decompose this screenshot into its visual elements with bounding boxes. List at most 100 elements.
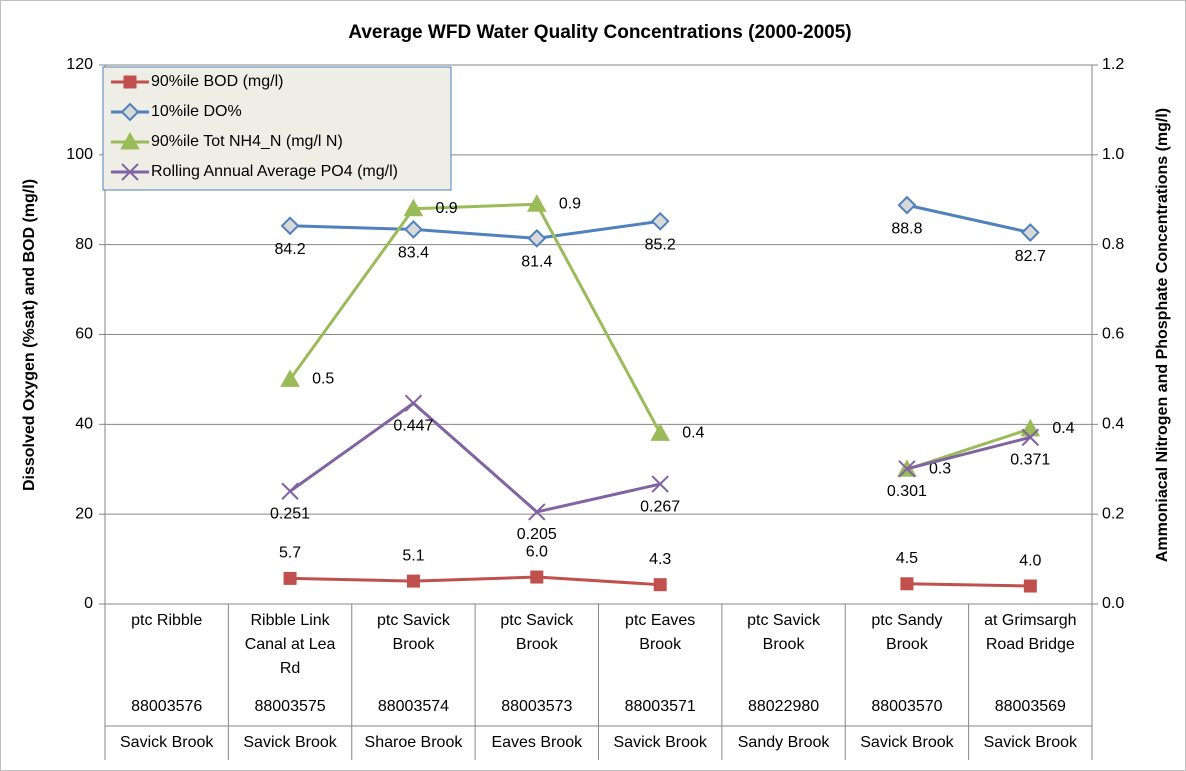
y2-tick-label: 0.8 (1102, 236, 1124, 253)
x-tick-label-line: ptc Eaves (625, 612, 695, 629)
marker (120, 131, 140, 150)
x-tick-label-code: 88022980 (748, 698, 819, 715)
data-label: 0.4 (682, 425, 704, 442)
x-tick-label-line: Brook (639, 636, 682, 653)
x-tick-label-code: 88003576 (131, 698, 202, 715)
marker (123, 75, 137, 89)
y2-tick-label: 1.0 (1102, 146, 1124, 163)
marker (283, 571, 297, 585)
data-label: 0.9 (435, 200, 457, 217)
marker (404, 219, 423, 239)
y-tick-label: 0 (84, 595, 93, 612)
x-tick-label-line: Brook (516, 636, 559, 653)
y2-axis-label: Ammoniacal Nitrogen and Phosphate Concen… (1154, 108, 1171, 562)
x-tick-label-line: ptc Savick (377, 612, 451, 629)
x-tick-label-group: Savick Brook (120, 734, 214, 751)
legend: 90%ile BOD (mg/l) 10%ile DO% 90%ile Tot NH… (102, 66, 452, 191)
x-tick-label-code: 88003571 (625, 698, 696, 715)
marker (406, 574, 420, 588)
x-tick-label-line: ptc Savick (500, 612, 574, 629)
y-axis-label: Dissolved Oxygen (%sat) and BOD (mg/l) (21, 179, 38, 491)
data-label: 81.4 (521, 254, 552, 271)
data-label: 0.9 (559, 195, 581, 212)
marker (280, 369, 300, 387)
marker (1023, 579, 1037, 593)
data-label: 5.1 (402, 547, 424, 564)
x-tick-label: ptc Sandy Brook (871, 612, 942, 653)
marker (1021, 428, 1040, 447)
data-label: 4.3 (649, 551, 671, 568)
x-tick-label-group: Savick Brook (243, 734, 337, 751)
x-tick-label: ptc Eaves Brook (625, 612, 695, 653)
legend-label: 90%ile Tot NH4_N (mg/l N) (151, 133, 343, 150)
marker (653, 578, 667, 592)
marker (403, 198, 424, 217)
y-tick-label: 100 (66, 146, 93, 163)
x-tick-label-group: Sharoe Brook (365, 734, 464, 751)
data-label: 5.7 (279, 545, 301, 562)
x-tick-label-code: 88003574 (378, 698, 449, 715)
x-tick-label-code: 88003569 (995, 698, 1066, 715)
chart-title: Average WFD Water Quality Concentrations… (348, 22, 851, 43)
legend-box (102, 66, 452, 191)
data-label: 0.5 (312, 371, 334, 388)
y2-tick-label: 0.6 (1102, 326, 1124, 343)
x-tick-label-code: 88003573 (501, 698, 572, 715)
x-tick-label-code: 88003575 (254, 698, 325, 715)
x-tick-label: at Grimsargh Road Bridge (984, 612, 1076, 653)
series-line (289, 401, 1031, 514)
marker (900, 577, 914, 591)
x-tick-label-group: Savick Brook (860, 734, 954, 751)
legend-label: 10%ile DO% (151, 103, 242, 120)
x-tick-label-group: Savick Brook (984, 734, 1078, 751)
marker (281, 482, 299, 500)
marker (1020, 223, 1040, 242)
x-tick-label-line: Canal at Lea (245, 636, 336, 653)
marker (121, 163, 139, 181)
y-tick-label: 20 (75, 505, 93, 522)
x-tick-label-line: Rd (280, 660, 300, 677)
marker (530, 570, 544, 584)
data-label: 85.2 (645, 237, 676, 254)
marker (651, 475, 669, 493)
x-tick-label-line: Road Bridge (986, 636, 1075, 653)
data-label: 0.251 (270, 505, 310, 522)
x-tick-label: ptc Savick Brook (500, 612, 574, 653)
marker (528, 503, 546, 521)
data-label: 0.3 (929, 460, 951, 477)
data-label: 0.371 (1010, 452, 1050, 469)
data-label: 0.4 (1052, 420, 1074, 437)
data-label: 0.447 (393, 417, 433, 434)
y2-tick-label: 0.2 (1102, 505, 1124, 522)
y-tick-label: 40 (75, 416, 93, 433)
y2-tick-label: 0.0 (1102, 595, 1124, 612)
marker (526, 194, 547, 212)
data-label: 82.7 (1015, 248, 1046, 265)
data-label: 83.4 (398, 245, 429, 262)
y-tick-label: 60 (75, 326, 93, 343)
x-tick-label-line: Brook (886, 636, 929, 653)
x-tick-label: ptc Ribble (131, 612, 202, 629)
series-line (290, 575, 1031, 588)
x-tick-label-group: Sandy Brook (738, 734, 831, 751)
x-tick-label-line: ptc Savick (747, 612, 821, 629)
x-tick-label-line: at Grimsargh (984, 612, 1076, 629)
x-tick-label-line: Brook (763, 636, 806, 653)
legend-label: Rolling Annual Average PO4 (mg/l) (151, 163, 398, 180)
y2-tick-label: 1.2 (1102, 56, 1124, 73)
x-tick-label-line: ptc Sandy (871, 612, 942, 629)
data-label: 4.0 (1019, 552, 1041, 569)
x-tick-label: ptc Savick Brook (747, 612, 821, 653)
data-label: 0.267 (640, 498, 680, 515)
series-line (290, 203, 1031, 240)
x-tick-label-line: ptc Ribble (131, 612, 202, 629)
marker (650, 423, 671, 441)
x-tick-label-group: Eaves Brook (491, 734, 583, 751)
marker (120, 102, 140, 122)
x-tick-label: Ribble Link Canal at Lea Rd (245, 612, 336, 677)
marker (280, 216, 300, 236)
x-tick-label-line: Ribble Link (250, 612, 330, 629)
data-label: 0.301 (887, 483, 927, 500)
y-tick-label: 80 (75, 236, 93, 253)
